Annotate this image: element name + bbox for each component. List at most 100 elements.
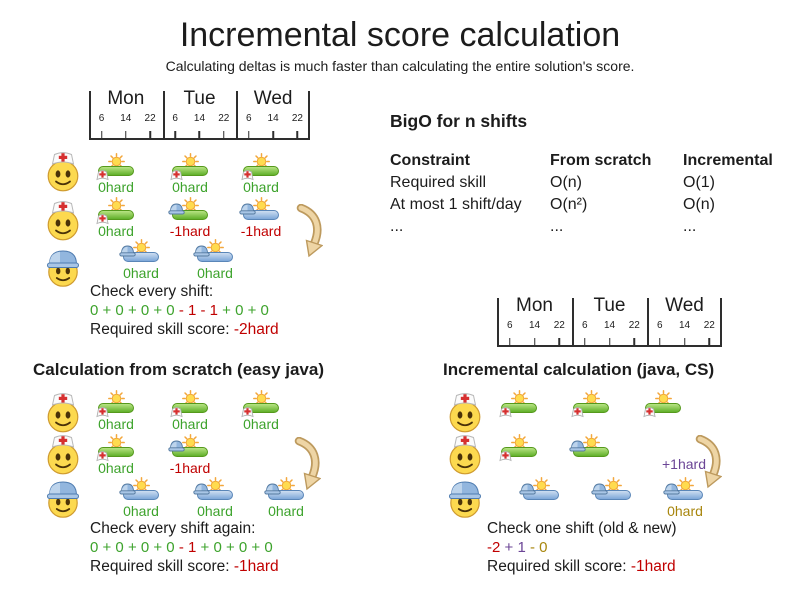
timeline-separator <box>720 298 722 345</box>
move-shift-arrow <box>291 436 322 496</box>
sum-line: -2 + 1 - 0 <box>487 538 677 557</box>
shift-assignment <box>591 477 635 519</box>
sum-part: 0 + 0 + 0 + 0 <box>90 302 175 319</box>
sun-icon <box>605 477 622 494</box>
shift-assignment <box>571 390 613 432</box>
timeline-hour-label: 6 <box>507 320 513 331</box>
sum-part: + 1 <box>500 539 526 556</box>
shift-score-label: 0hard <box>123 265 159 281</box>
shift-assignment: 0hard <box>170 390 212 432</box>
shift-bar <box>98 166 134 176</box>
scratch-heading: Calculation from scratch (easy java) <box>33 360 325 379</box>
shift-score-label: -1hard <box>169 223 211 239</box>
shift-bar <box>501 403 537 413</box>
bigo-cell: ... <box>550 218 564 235</box>
timeline-right: Mon 6 14 22 Tue 6 14 22 Wed 6 14 22 <box>497 295 722 347</box>
nurse-cap-icon <box>96 170 109 181</box>
incremental-text-block: Check one shift (old & new) -2 + 1 - 0 R… <box>487 519 677 576</box>
timeline-hour-label: 14 <box>678 320 691 331</box>
worker-face-icon <box>449 481 481 518</box>
timeline-hour-label: 6 <box>657 320 663 331</box>
shift-assignment: 0hard <box>241 153 283 195</box>
incremental-heading: Incremental calculation (java, CS) <box>443 360 715 379</box>
shift-assignment: 0hard <box>170 153 212 195</box>
timeline-separator <box>497 298 499 345</box>
employee-worker <box>44 245 82 287</box>
timeline-day: Mon 6 14 22 <box>497 295 572 345</box>
sum-part: + 0 + 0 + 0 <box>196 539 273 556</box>
timeline-tick <box>558 338 561 345</box>
bigo-table: Constraint From scratch Incremental Require… <box>390 150 793 238</box>
shift-score-label: 0hard <box>172 179 208 195</box>
scratch-text-block: Check every shift again: 0 + 0 + 0 + 0 -… <box>90 519 279 576</box>
shift-bar <box>172 403 208 413</box>
shift-score-label: 0hard <box>98 460 134 476</box>
sum-line: 0 + 0 + 0 + 0 - 1 - 1 + 0 + 0 <box>90 301 279 320</box>
score-value: -1hard <box>630 558 676 575</box>
helmet-icon <box>119 483 136 495</box>
helmet-icon <box>663 483 680 495</box>
timeline-tick <box>248 131 250 138</box>
shift-score-label: 0hard <box>98 416 134 432</box>
shift-bar <box>98 210 134 220</box>
nurse-cap-icon <box>499 407 512 418</box>
score-line: Required skill score: -2hard <box>90 320 279 339</box>
shift-bar <box>268 490 304 500</box>
worker-face-icon <box>47 481 79 518</box>
shift-score-label: 0hard <box>243 416 279 432</box>
shift-assignment <box>499 390 541 432</box>
delta-label: +1hard <box>662 456 706 472</box>
employee-worker <box>446 476 484 518</box>
timeline-hour-label: 22 <box>553 320 565 331</box>
shift-assignment: 0hard <box>119 477 163 519</box>
nurse-face-icon <box>47 435 79 475</box>
helmet-icon <box>264 483 281 495</box>
shift-bar <box>123 490 159 500</box>
bigo-cell: O(n) <box>683 196 715 213</box>
employee-nurse <box>44 150 82 192</box>
helmet-icon <box>239 203 256 215</box>
timeline-tick <box>223 131 225 138</box>
employee-nurse <box>446 391 484 433</box>
shift-assignment: 0hard <box>193 239 237 281</box>
shift-assignment: 0hard <box>193 477 237 519</box>
timeline-day-label: Tue <box>183 88 216 109</box>
sun-icon <box>207 239 224 256</box>
initial-text-block: Check every shift: 0 + 0 + 0 + 0 - 1 - 1… <box>90 282 279 339</box>
shift-assignment: -1hard <box>168 197 212 239</box>
score-line: Required skill score: -1hard <box>90 557 279 576</box>
nurse-face-icon <box>47 393 79 433</box>
shift-bar <box>595 490 631 500</box>
employee-nurse <box>44 391 82 433</box>
timeline-day: Mon 6 14 22 <box>89 88 163 138</box>
timeline-tick <box>125 131 127 138</box>
timeline-day-label: Mon <box>516 295 553 316</box>
shift-bar <box>197 252 233 262</box>
timeline-separator <box>236 91 239 138</box>
helmet-icon <box>591 483 608 495</box>
nurse-cap-icon <box>241 170 254 181</box>
nurse-face-icon <box>47 201 79 241</box>
bigo-heading: BigO for n shifts <box>390 111 528 131</box>
score-label: Required skill score: <box>90 321 234 338</box>
move-shift-arrow-icon <box>296 203 324 258</box>
shift-bar <box>98 447 134 457</box>
shift-score-label: 0hard <box>123 503 159 519</box>
shift-bar <box>573 403 609 413</box>
move-shift-arrow-icon <box>695 434 723 489</box>
shift-bar <box>243 403 279 413</box>
shift-bar <box>523 490 559 500</box>
bigo-header-cell: From scratch <box>550 152 652 169</box>
timeline-hour-label: 6 <box>172 113 178 124</box>
shift-assignment <box>569 434 613 476</box>
shift-bar <box>98 403 134 413</box>
timeline-hour-label: 14 <box>528 320 541 331</box>
timeline-tick <box>659 338 661 345</box>
nurse-face-icon <box>47 152 79 192</box>
timeline-hour-label: 6 <box>582 320 588 331</box>
timeline-day-label: Mon <box>107 88 145 109</box>
timeline-day-label: Wed <box>253 88 293 109</box>
timeline-tick <box>683 338 686 345</box>
timeline-hour-label: 14 <box>193 113 206 124</box>
